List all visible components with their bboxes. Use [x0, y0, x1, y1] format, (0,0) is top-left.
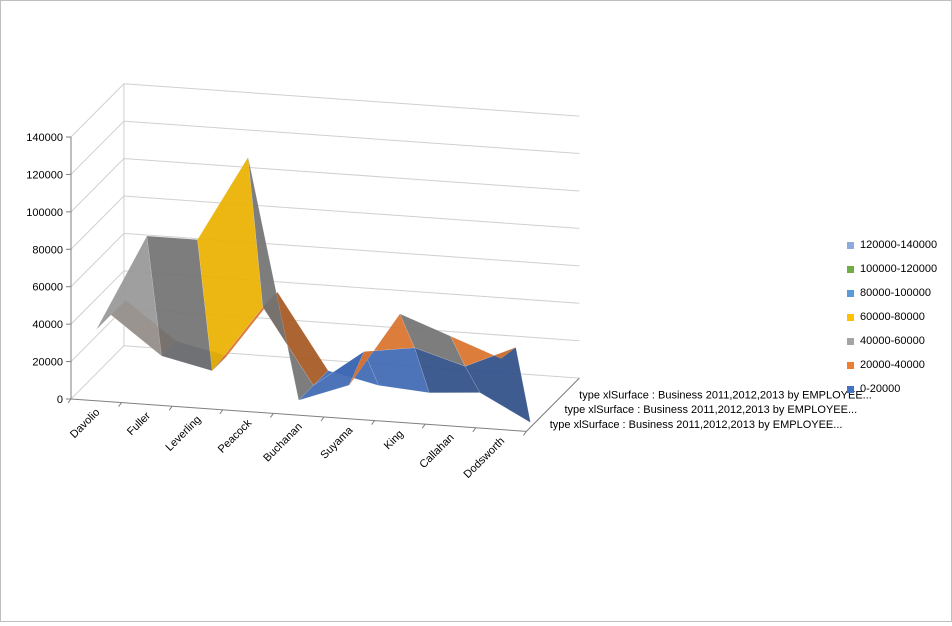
legend-swatch — [847, 361, 854, 369]
x-tick-label: Fuller — [125, 410, 153, 438]
x-tick-label: Leverling — [164, 414, 204, 454]
surface-patch — [449, 335, 516, 367]
series-label: type xlSurface : Business 2011,2012,2013… — [564, 404, 857, 416]
x-tick-label: Davolio — [68, 406, 102, 440]
legend-item: 20000-40000 — [847, 353, 937, 377]
x-tick — [67, 398, 72, 404]
surface-patch — [464, 347, 531, 423]
legend-label: 40000-60000 — [860, 335, 925, 347]
x-tick-label: Callahan — [417, 432, 456, 471]
legend: 120000-140000 100000-120000 80000-100000 60… — [847, 233, 937, 401]
legend-item: 60000-80000 — [847, 305, 937, 329]
x-tick — [523, 431, 527, 436]
surface-plot — [96, 156, 531, 423]
series-label: type xlSurface : Business 2011,2012,2013… — [579, 389, 872, 401]
gridline — [70, 158, 580, 213]
x-tick — [421, 423, 426, 429]
legend-swatch — [847, 337, 854, 345]
legend-item: 120000-140000 — [847, 233, 937, 257]
legend-swatch — [847, 289, 854, 297]
x-tick-label: Suyama — [318, 424, 356, 462]
x-tick — [219, 409, 224, 415]
x-axis-line — [70, 398, 527, 432]
depth-axis-line — [526, 377, 580, 432]
y-tick-label: 80000 — [32, 244, 63, 256]
legend-swatch — [847, 241, 854, 249]
legend-label: 120000-140000 — [860, 239, 938, 251]
x-tick-label: Dodsworth — [462, 435, 508, 481]
gridline — [70, 83, 580, 138]
y-tick-label: 100000 — [26, 207, 63, 219]
legend-label: 80000-100000 — [860, 287, 931, 299]
y-tick-label: 20000 — [32, 357, 63, 369]
series-label: type xlSurface : Business 2011,2012,2013… — [550, 419, 843, 431]
legend-item: 80000-100000 — [847, 281, 937, 305]
legend-label: 60000-80000 — [860, 311, 925, 323]
x-tick — [269, 413, 274, 418]
x-tick — [472, 427, 477, 433]
x-tick — [371, 420, 376, 425]
x-tick-label: Buchanan — [261, 421, 305, 465]
y-tick-label: 0 — [57, 394, 63, 406]
legend-item: 40000-60000 — [847, 329, 937, 353]
gridline — [70, 120, 580, 175]
y-tick-label: 120000 — [26, 169, 63, 181]
legend-swatch — [847, 265, 854, 273]
legend-swatch — [847, 385, 854, 393]
x-tick-label: Peacock — [216, 417, 255, 456]
gridlines — [70, 83, 580, 432]
legend-label: 0-20000 — [860, 383, 901, 395]
x-tick-label: King — [382, 428, 406, 452]
legend-item: 100000-120000 — [847, 257, 937, 281]
x-tick — [118, 402, 122, 407]
x-tick — [168, 405, 173, 411]
y-tick-label: 140000 — [26, 132, 63, 144]
legend-item: 0-20000 — [847, 377, 937, 401]
y-tick-label: 40000 — [32, 319, 63, 331]
legend-swatch — [847, 313, 854, 321]
legend-label: 20000-40000 — [860, 359, 925, 371]
x-tick — [320, 416, 325, 422]
legend-label: 100000-120000 — [860, 263, 938, 275]
y-tick-label: 60000 — [32, 282, 63, 294]
